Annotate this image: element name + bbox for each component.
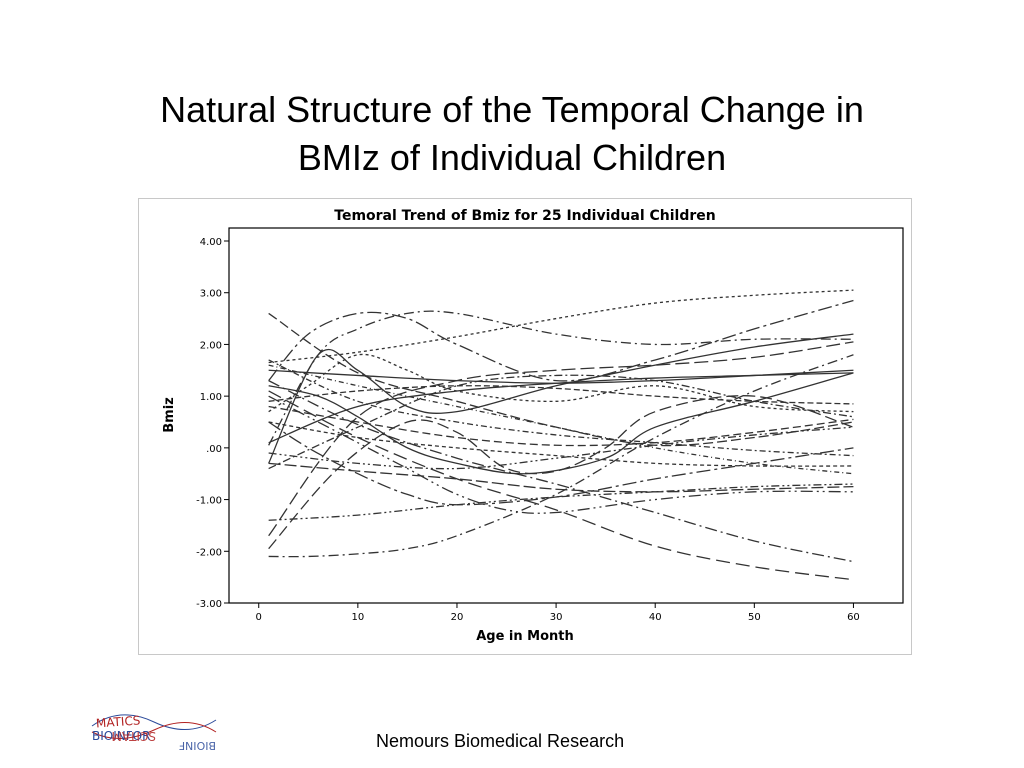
chart-figure: Temoral Trend of Bmiz for 25 Individual …	[138, 198, 912, 655]
series-line-10	[268, 390, 854, 581]
x-tick-label: 20	[451, 612, 464, 623]
svg-text:BIOINF: BIOINF	[179, 739, 216, 750]
svg-text:SCITAM: SCITAM	[112, 729, 157, 743]
series-line-6	[268, 462, 854, 493]
footer-text: Nemours Biomedical Research	[376, 731, 625, 751]
series-line-18	[268, 426, 854, 470]
series-line-5	[268, 333, 854, 464]
chart-axes: -3.00 -2.00 -1.00 .00 1.00 2.00 3.00 4.00 0 10 20 3…	[196, 237, 860, 623]
x-tick-label: 0	[256, 612, 262, 623]
chart-title: Temoral Trend of Bmiz for 25 Individual …	[334, 208, 715, 224]
svg-text:MATICS: MATICS	[95, 713, 140, 730]
series-line-14	[268, 312, 854, 447]
y-tick-label: 2.00	[200, 340, 222, 351]
y-tick-label: -1.00	[196, 496, 222, 507]
x-tick-label: 60	[847, 612, 860, 623]
series-line-8	[268, 354, 854, 558]
chart-series-group	[268, 289, 854, 581]
series-line-2	[268, 310, 854, 446]
x-axis-label: Age in Month	[476, 629, 574, 644]
series-line-25	[268, 421, 854, 506]
series-line-1	[268, 289, 854, 364]
slide-title: Natural Structure of the Temporal Change…	[60, 86, 964, 182]
series-line-13	[268, 372, 854, 444]
series-line-3	[268, 299, 854, 382]
slide-title-line1: Natural Structure of the Temporal Change…	[160, 89, 864, 130]
x-tick-label: 10	[351, 612, 364, 623]
series-line-20	[268, 395, 854, 514]
series-line-23	[268, 374, 854, 470]
x-tick-label: 40	[649, 612, 662, 623]
x-tick-label: 30	[550, 612, 563, 623]
series-line-11	[268, 380, 854, 563]
y-tick-label: -2.00	[196, 547, 222, 558]
svg-text:BIOINFOR: BIOINFOR	[92, 729, 150, 743]
y-tick-label: -3.00	[196, 599, 222, 610]
y-axis-label: Bmiz	[162, 397, 177, 432]
y-tick-label: 3.00	[200, 289, 222, 300]
slide-title-line2: BMIz of Individual Children	[297, 137, 727, 178]
x-tick-label: 50	[748, 612, 761, 623]
series-line-17	[268, 405, 854, 447]
bioinformatics-logo: MATICS BIOINFOR SCITAM BIOINF	[91, 713, 217, 750]
series-line-7	[268, 483, 854, 521]
y-tick-label: 1.00	[200, 392, 222, 403]
series-line-21	[268, 372, 854, 475]
series-line-9	[268, 341, 854, 537]
series-line-16	[268, 385, 854, 405]
y-tick-label: .00	[206, 444, 222, 455]
series-line-15	[268, 359, 854, 457]
plot-area-frame	[228, 227, 904, 604]
series-line-22	[268, 353, 854, 413]
y-tick-label: 4.00	[200, 237, 222, 248]
line-chart: Temoral Trend of Bmiz for 25 Individual …	[162, 208, 904, 644]
series-line-12	[268, 421, 854, 467]
